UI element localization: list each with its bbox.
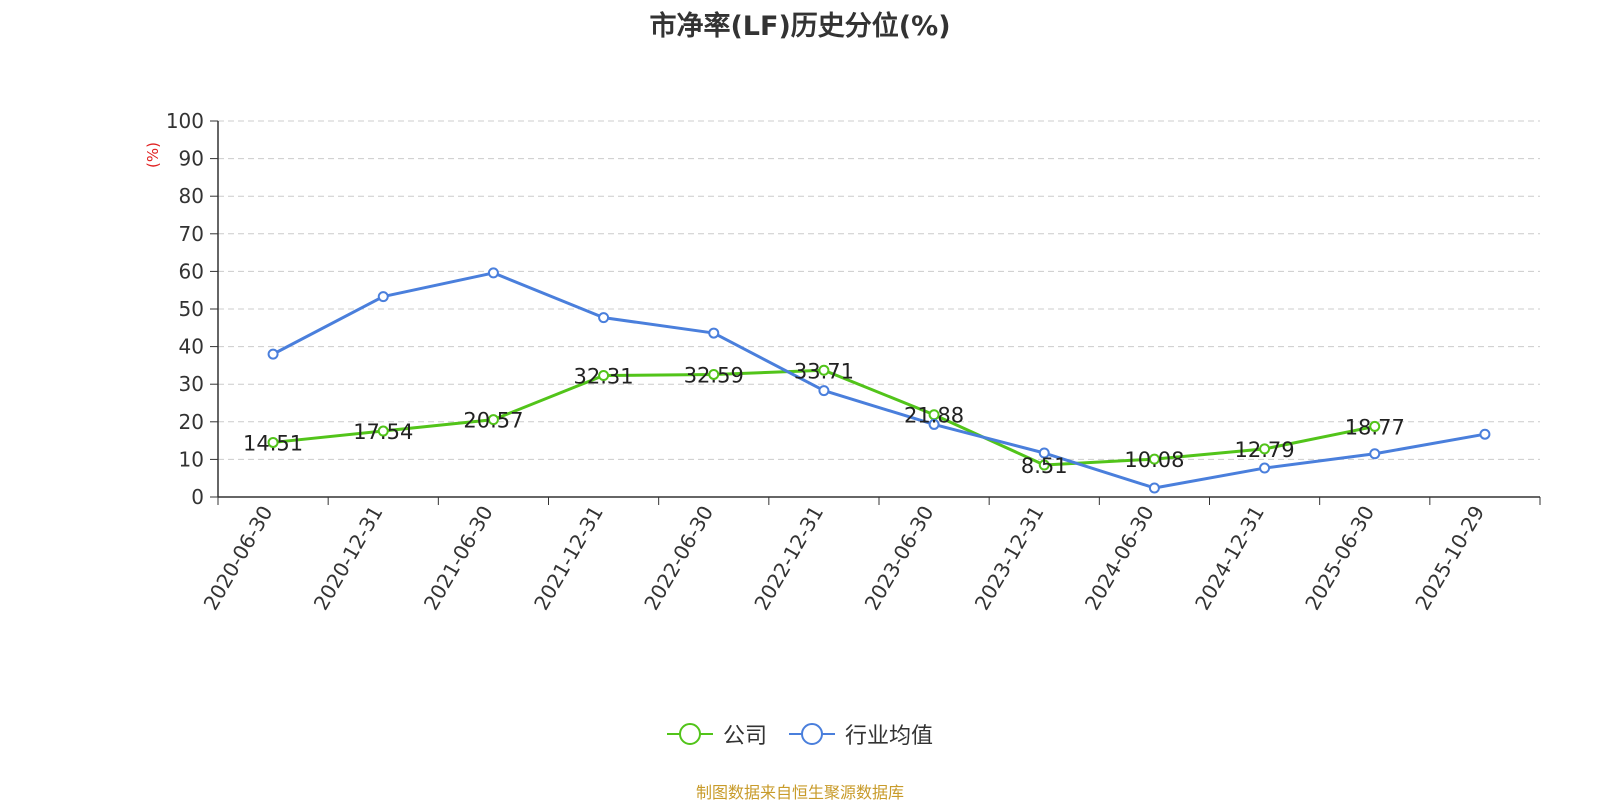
data-point — [377, 425, 389, 437]
y-tick-label: 80 — [179, 184, 204, 208]
data-label: 32.59 — [684, 363, 744, 387]
y-tick-label: 70 — [179, 222, 204, 246]
data-point — [818, 364, 830, 376]
data-label: 32.31 — [574, 365, 634, 389]
data-point — [267, 436, 279, 448]
legend-item-company[interactable]: 公司 — [666, 718, 767, 750]
data-point — [1259, 462, 1271, 474]
data-point — [598, 370, 610, 382]
y-tick-label: 60 — [179, 259, 204, 283]
data-point — [377, 291, 389, 303]
data-label: 8.51 — [1021, 454, 1068, 478]
data-label: 12.79 — [1235, 438, 1295, 462]
data-point — [267, 348, 279, 360]
y-tick-label: 10 — [179, 447, 204, 471]
series-lines — [267, 267, 1491, 494]
data-label: 18.77 — [1345, 415, 1405, 439]
data-point — [1038, 459, 1050, 471]
legend: 公司 行业均值 — [0, 718, 1600, 750]
legend-item-industry-average[interactable]: 行业均值 — [789, 718, 933, 750]
data-point — [708, 368, 720, 380]
y-tick-label: 0 — [191, 485, 204, 509]
data-point — [487, 414, 499, 426]
x-tick-label: 2025-10-29 — [1410, 502, 1489, 615]
data-point — [928, 418, 940, 430]
x-tick-label: 2022-12-31 — [749, 502, 828, 615]
x-tick-label: 2021-12-31 — [529, 502, 608, 615]
data-label: 17.54 — [353, 420, 413, 444]
y-tick-label: 30 — [179, 372, 204, 396]
x-tick-label: 2020-06-30 — [199, 502, 278, 615]
y-tick-label: 90 — [179, 147, 204, 171]
x-tick-label: 2023-12-31 — [970, 502, 1049, 615]
y-tick-label: 50 — [179, 297, 204, 321]
data-point — [1259, 443, 1271, 455]
legend-label-company: 公司 — [722, 724, 767, 749]
x-tick-label: 2025-06-30 — [1300, 502, 1379, 615]
y-tick-label: 20 — [179, 410, 204, 434]
data-label: 10.08 — [1124, 448, 1184, 472]
legend-label-industry-average: 行业均值 — [845, 724, 934, 749]
data-point — [708, 327, 720, 339]
data-label: 20.57 — [463, 409, 523, 433]
data-label: 33.71 — [794, 359, 854, 383]
data-point — [598, 312, 610, 324]
data-point — [1148, 453, 1160, 465]
data-point — [1038, 447, 1050, 459]
chart-title: 市净率(LF)历史分位(%) — [649, 11, 951, 42]
data-point — [1148, 482, 1160, 494]
data-label: 21.88 — [904, 404, 964, 428]
data-point — [818, 385, 830, 397]
y-axis-label: (%) — [144, 142, 162, 168]
x-tick-label: 2023-06-30 — [860, 501, 939, 614]
data-point — [1369, 448, 1381, 460]
data-point — [1479, 428, 1491, 440]
legend-line-marker-icon — [666, 723, 713, 745]
grid-lines — [218, 120, 1540, 460]
data-point — [487, 267, 499, 279]
y-tick-label: 100 — [166, 109, 204, 133]
data-label: 14.51 — [243, 431, 303, 455]
legend-line-marker-icon — [789, 723, 835, 745]
x-tick-label: 2021-06-30 — [419, 501, 498, 614]
x-tick-label: 2024-12-31 — [1190, 502, 1269, 615]
x-tick-label: 2024-06-30 — [1080, 502, 1159, 615]
y-tick-label: 40 — [179, 335, 204, 359]
x-tick-label: 2020-12-31 — [309, 502, 388, 615]
x-tick-label: 2022-06-30 — [639, 502, 718, 615]
data-labels: 14.51 17.54 20.57 32.31 32.59 33.71 21.88 8.51 1… — [243, 359, 1405, 478]
source-note: 制图数据来自恒生聚源数据库 — [695, 783, 904, 802]
series-line-industry-average — [272, 271, 1486, 490]
data-point — [1369, 420, 1381, 432]
